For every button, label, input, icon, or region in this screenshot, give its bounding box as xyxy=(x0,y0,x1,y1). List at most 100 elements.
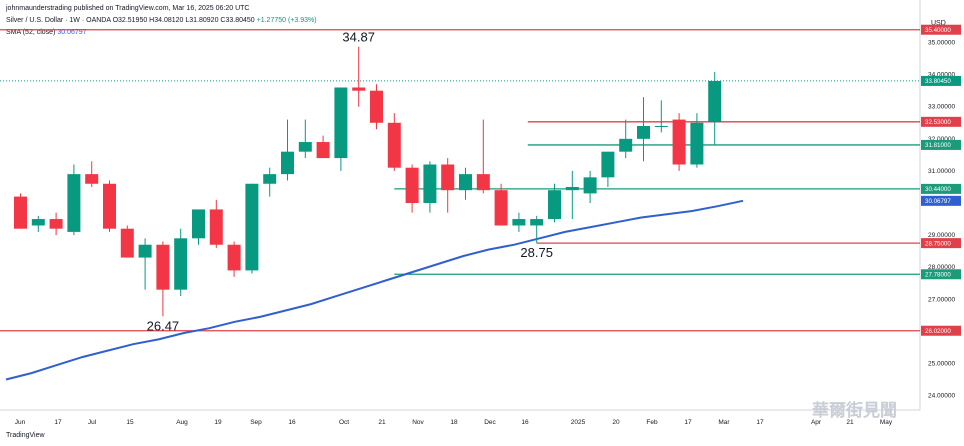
x-tick-label: 17 xyxy=(54,419,62,426)
candle-body xyxy=(49,219,63,229)
price-axis-label: 26.02000 xyxy=(925,328,951,335)
y-tick-label: 29.00000 xyxy=(928,232,955,239)
price-axis-label-bg xyxy=(921,269,961,280)
price-axis-label-bg xyxy=(921,75,961,86)
x-tick-label: 16 xyxy=(521,419,529,426)
x-tick-label: Jun xyxy=(15,419,26,426)
candle-body xyxy=(476,174,490,191)
tradingview-logo[interactable]: TradingView xyxy=(6,432,45,439)
candle-body xyxy=(245,183,259,271)
symbol-title: Silver / U.S. Dollar · 1W · OANDA xyxy=(6,17,111,24)
candle-body xyxy=(67,174,81,232)
x-tick-label: Jul xyxy=(88,419,97,426)
y-tick-label: 33.00000 xyxy=(928,104,955,111)
candle-body xyxy=(601,151,615,178)
candle-body xyxy=(583,177,597,194)
candle-body xyxy=(423,164,437,204)
candle-body xyxy=(565,186,579,191)
candle-body xyxy=(120,228,134,258)
candle-body xyxy=(672,119,686,165)
y-tick-label: 27.00000 xyxy=(928,296,955,303)
x-tick-label: Dec xyxy=(484,419,496,426)
change-value: +1.27750 (+3.93%) xyxy=(256,17,317,24)
x-tick-label: Nov xyxy=(412,419,424,426)
sma-line xyxy=(5,199,744,381)
price-annotation: 34.87 xyxy=(342,30,375,45)
y-tick-label: 28.00000 xyxy=(928,264,955,271)
x-tick-label: 18 xyxy=(450,419,458,426)
x-tick-label: 21 xyxy=(846,419,854,426)
price-axis-label: 28.75000 xyxy=(925,240,951,247)
price-axis-label: 33.80450 xyxy=(925,78,951,85)
x-tick-label: 15 xyxy=(126,419,134,426)
candle-body xyxy=(619,138,633,152)
candle-body xyxy=(708,80,722,123)
candle-body xyxy=(441,164,455,191)
candle-body xyxy=(263,174,277,184)
candle-body xyxy=(334,87,348,159)
price-axis-label-bg xyxy=(921,238,961,249)
candle-body xyxy=(192,209,205,239)
watermark: 華爾街見聞 xyxy=(812,401,897,420)
price-annotation: 26.47 xyxy=(147,318,180,333)
candle-body xyxy=(512,219,526,226)
candle-body xyxy=(174,238,188,290)
sma-value: 30.06797 xyxy=(57,29,87,36)
x-tick-label: 16 xyxy=(288,419,296,426)
price-annotation: 28.75 xyxy=(520,245,553,260)
y-tick-label: 34.00000 xyxy=(928,72,955,79)
ohlc-values: O32.51950 H34.08120 L31.80920 C33.80450 xyxy=(112,17,255,24)
x-tick-label: 19 xyxy=(214,419,222,426)
price-axis-label: 30.06797 xyxy=(925,198,951,205)
price-axis-label-bg xyxy=(921,195,961,206)
x-tick-label: 17 xyxy=(684,419,692,426)
candle-body xyxy=(227,244,241,271)
price-axis-label: 35.40000 xyxy=(925,27,951,34)
price-axis-label: 30.44000 xyxy=(925,186,951,193)
price-axis-label: 31.81000 xyxy=(925,142,951,149)
candle-body xyxy=(690,122,704,165)
candle-body xyxy=(654,125,668,127)
x-tick-label: 20 xyxy=(612,419,620,426)
x-tick-label: 17 xyxy=(756,419,764,426)
candle-body xyxy=(14,196,27,229)
x-tick-label: Feb xyxy=(646,419,658,426)
x-tick-label: Sep xyxy=(250,419,262,426)
price-axis-label-bg xyxy=(921,139,961,150)
candle-body xyxy=(316,142,330,159)
x-tick-label: Apr xyxy=(811,419,822,426)
candle-body xyxy=(637,125,650,139)
y-tick-label: 35.00000 xyxy=(928,40,955,47)
candle-body xyxy=(103,183,116,229)
publisher-line: johnmaunderstrading published on Trading… xyxy=(6,5,250,12)
candle-body xyxy=(138,244,152,258)
x-tick-label: May xyxy=(880,419,893,426)
y-tick-label: 25.00000 xyxy=(928,360,955,367)
candle-body xyxy=(209,209,223,245)
x-tick-label: Oct xyxy=(339,419,349,426)
candle-body xyxy=(370,90,383,123)
candle-body xyxy=(156,244,170,290)
y-tick-label: 24.00000 xyxy=(928,393,955,400)
candle-body xyxy=(352,87,366,91)
x-tick-label: 2025 xyxy=(571,419,586,426)
sma-legend[interactable]: SMA (52, close) 30.06797 xyxy=(6,29,87,36)
symbol-line: Silver / U.S. Dollar · 1W · OANDA O32.51… xyxy=(6,17,317,24)
candle-body xyxy=(31,219,45,226)
price-axis-label-bg xyxy=(921,116,961,127)
price-axis-label-bg xyxy=(921,325,961,336)
x-tick-label: Aug xyxy=(176,419,188,426)
price-axis-label: 27.78000 xyxy=(925,272,951,279)
price-axis-label-bg xyxy=(921,183,961,194)
candle-body xyxy=(548,190,561,220)
x-tick-label: Mar xyxy=(718,419,730,426)
candle-body xyxy=(405,167,419,204)
candle-body xyxy=(298,142,312,152)
candle-body xyxy=(85,174,99,184)
candle-body xyxy=(281,151,294,175)
candle-body xyxy=(387,122,401,168)
candle-body xyxy=(530,219,544,226)
sma-label: SMA (52, close) xyxy=(6,29,56,36)
currency-label[interactable]: USD xyxy=(931,20,946,27)
